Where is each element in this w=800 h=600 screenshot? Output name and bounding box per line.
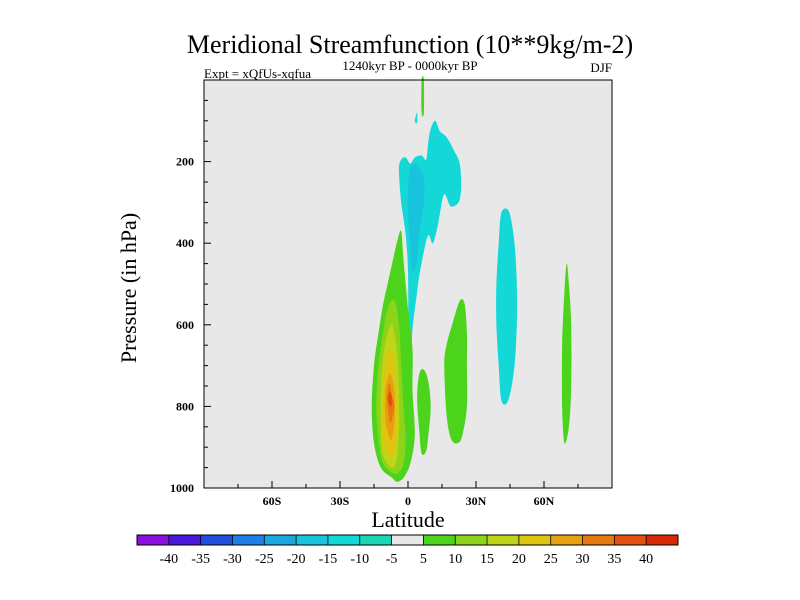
colorbar-swatch — [550, 535, 583, 545]
colorbar-label: 15 — [480, 552, 494, 567]
colorbar-label: 35 — [607, 552, 621, 567]
contour-region-3 — [414, 112, 418, 124]
colorbar-label: -10 — [350, 552, 369, 567]
x-axis-label: Latitude — [371, 507, 444, 532]
colorbar-swatch — [168, 535, 201, 545]
colorbar-label: 30 — [576, 552, 590, 567]
x-tick-label: 60N — [534, 494, 555, 508]
colorbar-label: -35 — [191, 552, 210, 567]
y-axis-label: Pressure (in hPa) — [116, 213, 141, 363]
x-tick-label: 60S — [263, 494, 282, 508]
colorbar-frame — [136, 534, 679, 546]
colorbar-label: -5 — [386, 552, 398, 567]
subtitle-right: DJF — [590, 60, 612, 75]
colorbar-label: -40 — [159, 552, 178, 567]
x-tick-label: 0 — [405, 494, 411, 508]
colorbar-swatch — [137, 535, 170, 545]
contour-region-5 — [417, 369, 431, 455]
y-tick-label: 1000 — [170, 481, 194, 495]
y-tick-label: 400 — [176, 236, 194, 250]
colorbar-swatch — [614, 535, 647, 545]
y-axis-ticks: 200 400 600 800 1000 — [170, 99, 211, 495]
contour-region-6 — [444, 298, 468, 444]
contour-regions — [371, 75, 572, 482]
colorbar-swatch — [391, 535, 424, 545]
colorbar-label: -25 — [255, 552, 274, 567]
colorbar-label: -30 — [223, 552, 242, 567]
subtitle-left: Expt = xQfUs-xqfua — [204, 66, 311, 81]
colorbar-swatch — [359, 535, 392, 545]
colorbar-label: 10 — [448, 552, 462, 567]
colorbar-swatch — [200, 535, 233, 545]
colorbar-label: -15 — [319, 552, 338, 567]
colorbar-swatch — [296, 535, 329, 545]
colorbar-swatch — [646, 535, 679, 545]
y-tick-label: 600 — [176, 318, 194, 332]
colorbar-swatch — [518, 535, 552, 545]
subtitle-center: 1240kyr BP - 0000kyr BP — [342, 58, 477, 73]
y-tick-label: 800 — [176, 399, 194, 413]
contour-region-1 — [407, 163, 425, 273]
colorbar-swatch — [423, 535, 456, 545]
x-tick-label: 30S — [331, 494, 350, 508]
colorbar-swatch — [455, 535, 488, 545]
colorbar-swatch — [582, 535, 615, 545]
y-tick-label: 200 — [176, 155, 194, 169]
contour-region-8 — [421, 75, 425, 117]
chart-title: Meridional Streamfunction (10**9kg/m-2) — [187, 30, 633, 59]
contour-region-2 — [496, 208, 518, 405]
colorbar-label: 40 — [639, 552, 653, 567]
colorbar-swatch — [264, 535, 297, 545]
contour-region-7 — [561, 263, 572, 444]
colorbar-label: 5 — [420, 552, 427, 567]
colorbar-label: -20 — [287, 552, 306, 567]
colorbar-label: 20 — [512, 552, 526, 567]
colorbar-swatch — [327, 535, 361, 545]
colorbar: -40 -35 -30 -25 -20 -15 -10 -5 5 10 15 20 25 30 35 40 — [136, 534, 679, 567]
colorbar-swatch — [487, 535, 520, 545]
x-axis-ticks: 60S 30S 0 30N 60N — [203, 481, 613, 508]
contour-region-14 — [387, 392, 393, 407]
colorbar-swatch — [232, 535, 265, 545]
colorbar-label: 25 — [544, 552, 558, 567]
x-tick-label: 30N — [466, 494, 487, 508]
